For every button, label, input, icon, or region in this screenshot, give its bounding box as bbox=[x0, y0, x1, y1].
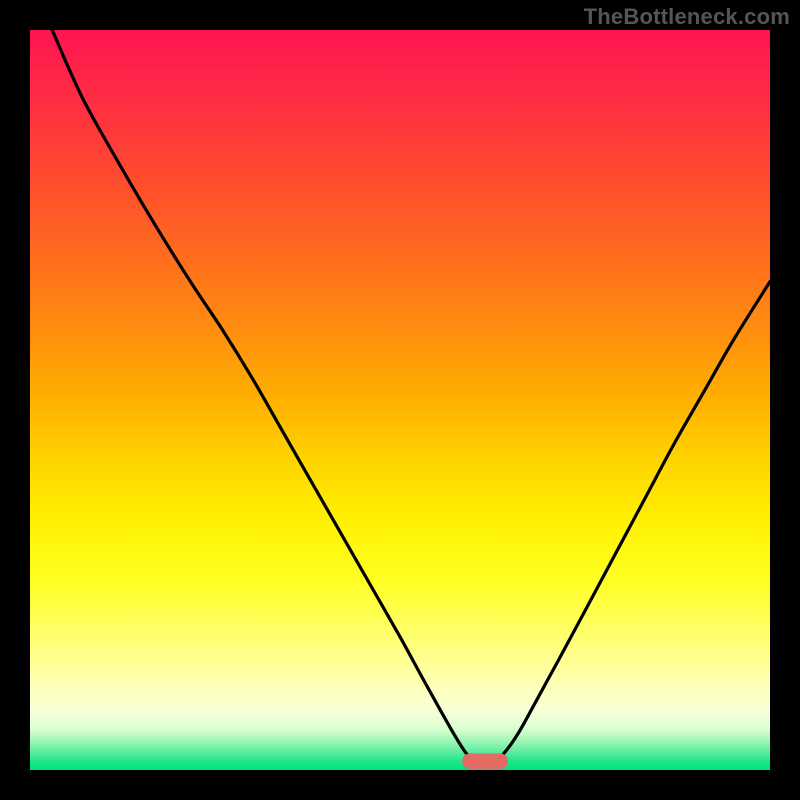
watermark-text: TheBottleneck.com bbox=[584, 4, 790, 30]
chart-container: TheBottleneck.com bbox=[0, 0, 800, 800]
bottleneck-chart bbox=[0, 0, 800, 800]
optimal-range-marker bbox=[462, 753, 508, 769]
chart-gradient-background bbox=[30, 30, 770, 770]
